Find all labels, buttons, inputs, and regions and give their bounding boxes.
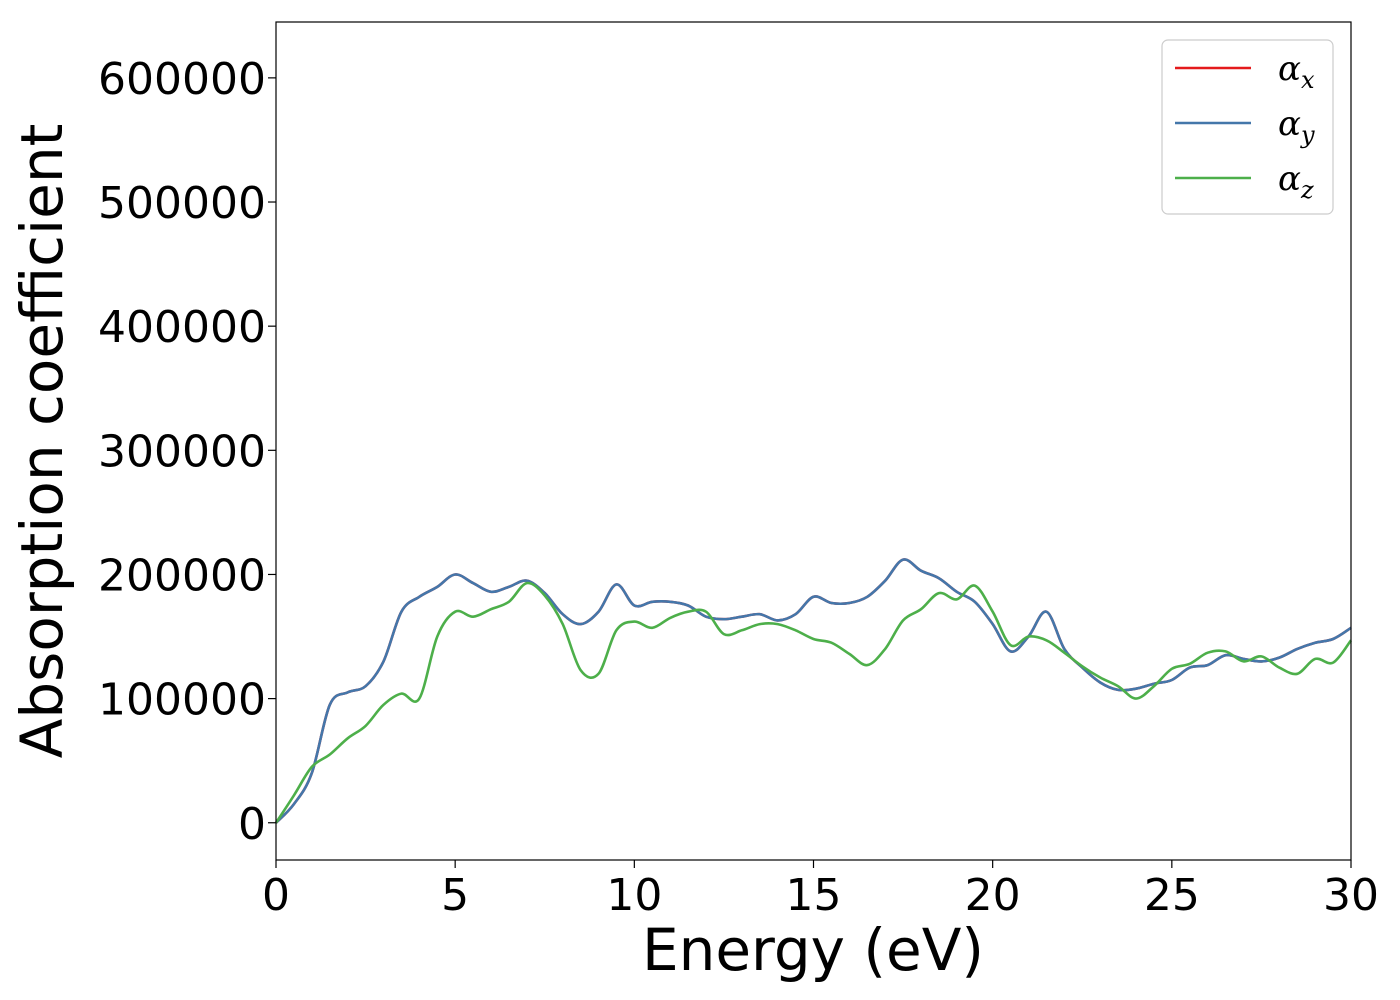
y-tick-label: 600000 bbox=[98, 54, 266, 105]
x-tick-label: 30 bbox=[1323, 870, 1379, 921]
legend-label-y: αy bbox=[1278, 104, 1315, 149]
legend-label-x: αx bbox=[1278, 49, 1315, 94]
legend-box bbox=[1161, 39, 1334, 215]
series-line-z bbox=[274, 581, 1353, 824]
series-line-y bbox=[275, 558, 1352, 824]
series-line-x bbox=[275, 558, 1352, 824]
x-tick-label: 0 bbox=[262, 870, 290, 921]
y-axis-title: Absorption coefficient bbox=[8, 124, 76, 759]
y-tick-label: 100000 bbox=[98, 675, 266, 726]
legend-items: αx αy αz bbox=[1175, 49, 1315, 204]
y-tick-label: 200000 bbox=[98, 550, 266, 601]
legend-label-z: αz bbox=[1278, 159, 1314, 204]
y-tick-label: 300000 bbox=[98, 426, 266, 477]
x-axis-title: Energy (eV) bbox=[642, 916, 984, 984]
y-tick-label: 0 bbox=[238, 799, 266, 850]
x-tick-label: 5 bbox=[441, 870, 469, 921]
x-axis-ticks: 0 5 10 15 20 25 30 bbox=[262, 860, 1379, 921]
x-tick-label: 20 bbox=[965, 870, 1021, 921]
y-axis-ticks: 0 100000 200000 300000 400000 500000 600000 bbox=[98, 54, 276, 850]
x-tick-label: 25 bbox=[1144, 870, 1200, 921]
x-tick-label: 10 bbox=[606, 870, 662, 921]
x-tick-label: 15 bbox=[786, 870, 842, 921]
y-tick-label: 500000 bbox=[98, 178, 266, 229]
series-layer bbox=[274, 558, 1353, 824]
y-tick-label: 400000 bbox=[98, 302, 266, 353]
legend: αx αy αz bbox=[1161, 39, 1334, 215]
